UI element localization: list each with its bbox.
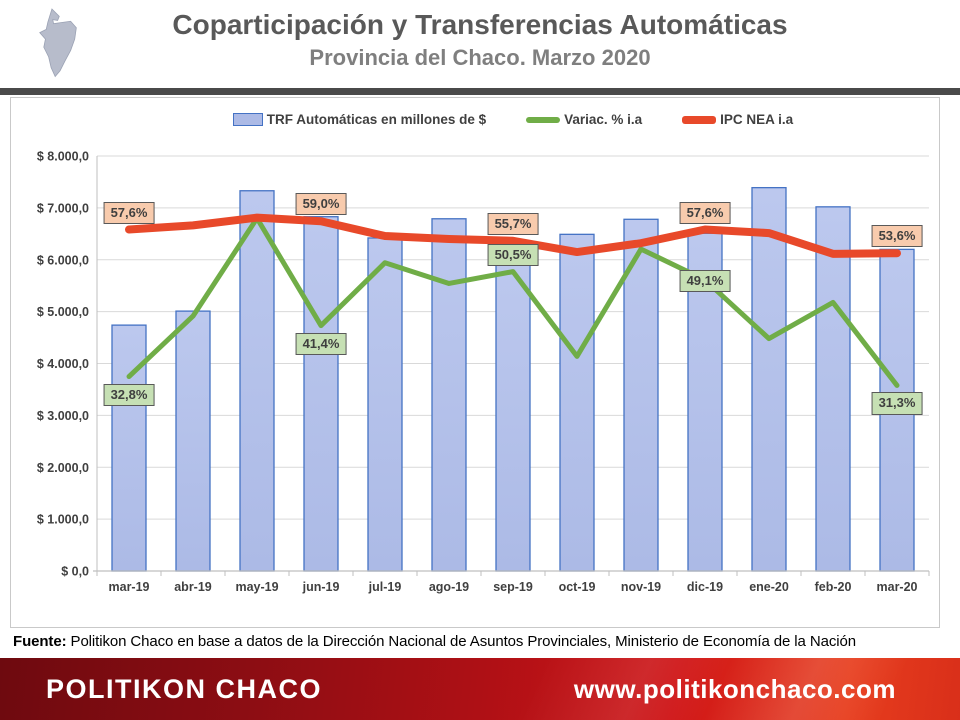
x-axis-label-sep-19: sep-19 — [493, 580, 533, 594]
bar-feb-20 — [815, 206, 851, 572]
legend-red-line-swatch-icon — [682, 115, 717, 124]
y-axis-tick-label: $ 0,0 — [61, 565, 89, 579]
header: Coparticipación y Transferencias Automát… — [0, 0, 960, 88]
bar-mar-20 — [879, 248, 915, 572]
x-axis-label-jun-19: jun-19 — [302, 580, 340, 594]
legend-green-line-swatch-icon — [526, 116, 561, 123]
bar-jun-19 — [303, 216, 339, 572]
x-axis-label-ago-19: ago-19 — [429, 580, 469, 594]
x-axis-labels: mar-19 abr-19 may-19 jun-19 jul-19 ago-19 sep-… — [109, 580, 918, 594]
legend-label: Variac. % i.a — [564, 112, 643, 127]
x-axis-label-abr-19: abr-19 — [174, 580, 212, 594]
header-divider — [0, 88, 960, 95]
x-axis-label-mar-20: mar-20 — [877, 580, 918, 594]
source-note: Fuente: Politikon Chaco en base a datos … — [13, 633, 953, 650]
website-url: www.politikonchaco.com — [573, 674, 896, 704]
y-axis-labels: $ 0,0 $ 1.000,0 $ 2.000,0 $ 3.000,0 $ 4.000,… — [37, 150, 89, 579]
footer-banner: POLITIKON CHACO www.politikonchaco.com — [0, 658, 960, 720]
source-note-prefix: Fuente: — [13, 633, 67, 650]
chaco-province-map-icon — [39, 8, 77, 78]
x-axis-label-mar-19: mar-19 — [109, 580, 150, 594]
bar-oct-19 — [559, 233, 595, 572]
titles: Coparticipación y Transferencias Automát… — [0, 0, 960, 71]
y-axis-tick-label: $ 2.000,0 — [37, 461, 89, 475]
bar-ago-19 — [431, 218, 467, 572]
x-axis-label-feb-20: feb-20 — [815, 580, 852, 594]
bar-jul-19 — [367, 237, 403, 572]
legend-bar-swatch-icon — [232, 113, 263, 126]
y-axis-tick-label: $ 8.000,0 — [37, 150, 89, 164]
x-axis-label-nov-19: nov-19 — [621, 580, 661, 594]
y-axis-tick-label: $ 3.000,0 — [37, 409, 89, 423]
y-axis-tick-label: $ 1.000,0 — [37, 513, 89, 527]
legend-item-0: TRF Automáticas en millones de $ — [232, 112, 487, 127]
x-axis-label-ene-20: ene-20 — [749, 580, 789, 594]
legend-item-2: IPC NEA i.a — [682, 112, 793, 127]
legend-label: IPC NEA i.a — [720, 112, 794, 127]
legend-item-1: Variac. % i.a — [526, 112, 642, 127]
x-axis-label-may-19: may-19 — [235, 580, 278, 594]
chart-plot: $ 0,0 $ 1.000,0 $ 2.000,0 $ 3.000,0 $ 4.000,… — [37, 150, 930, 594]
page-subtitle: Provincia del Chaco. Marzo 2020 — [309, 45, 651, 70]
bar-may-19 — [239, 190, 275, 572]
y-axis-tick-label: $ 7.000,0 — [37, 201, 89, 215]
bar-sep-19 — [495, 264, 531, 572]
legend-label: TRF Automáticas en millones de $ — [266, 112, 487, 127]
bar-nov-19 — [623, 218, 659, 572]
ipc-nea-line — [125, 213, 901, 258]
y-axis-tick-label: $ 6.000,0 — [37, 253, 89, 267]
brand-name: POLITIKON CHACO — [46, 674, 322, 704]
x-axis-label-oct-19: oct-19 — [559, 580, 596, 594]
chart-container: $ 0,0 $ 1.000,0 $ 2.000,0 $ 3.000,0 $ 4.000,… — [10, 97, 940, 628]
bar-ene-20 — [751, 186, 787, 572]
x-axis-label-jul-19: jul-19 — [368, 580, 402, 594]
y-axis-tick-label: $ 4.000,0 — [37, 357, 89, 371]
x-axis-label-dic-19: dic-19 — [687, 580, 723, 594]
y-axis-tick-label: $ 5.000,0 — [37, 305, 89, 319]
source-note-text: Politikon Chaco en base a datos de la Di… — [66, 633, 857, 650]
bar-dic-19 — [687, 232, 723, 572]
bar-abr-19 — [175, 310, 211, 572]
axes — [93, 156, 930, 576]
page-title: Coparticipación y Transferencias Automát… — [172, 9, 788, 40]
chart-legend: TRF Automáticas en millones de $ Variac. … — [97, 112, 929, 127]
